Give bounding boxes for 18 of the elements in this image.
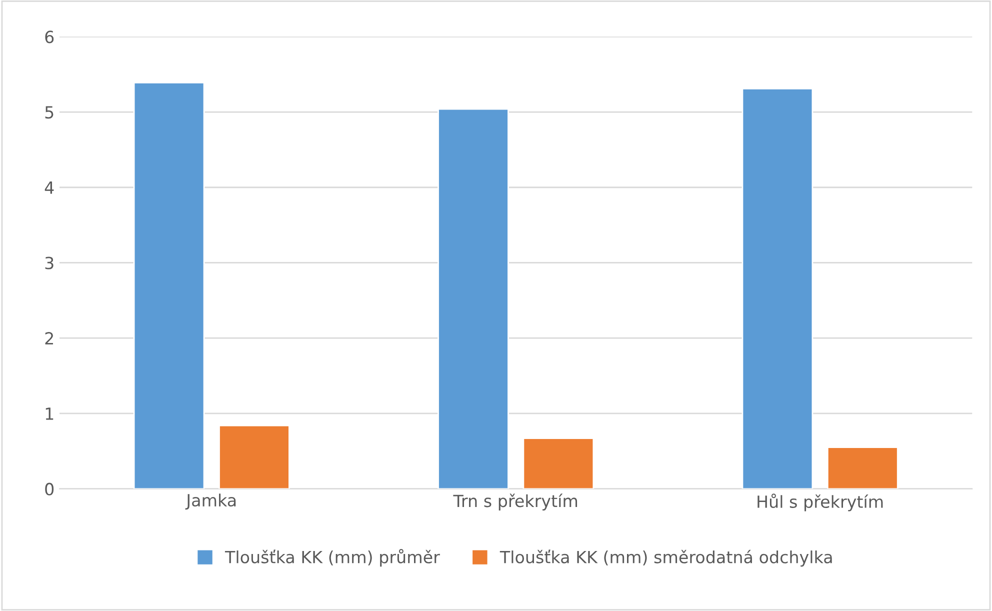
y-tick-label: 5 — [45, 106, 54, 119]
bar — [438, 108, 509, 489]
y-tick-label: 6 — [45, 30, 54, 44]
x-tick-label: Jamka — [185, 494, 236, 510]
y-tick-label: 4 — [44, 182, 54, 194]
y-tick-label: 2 — [45, 332, 53, 344]
bar — [522, 438, 594, 489]
bar — [218, 424, 290, 489]
x-tick-label: Hůl s překrytím — [758, 494, 883, 512]
bar — [826, 446, 898, 489]
x-tick-label: Trn s překrytím — [453, 494, 578, 510]
bar — [133, 82, 205, 489]
bar — [742, 88, 814, 489]
y-tick-label: 3 — [45, 256, 54, 270]
legend-label: Tloušťka KK (mm) směrodatná odchylka — [500, 550, 832, 567]
legend-label: Tloušťka KK (mm) průměr — [224, 549, 440, 567]
y-tick-label: 0 — [45, 482, 54, 496]
y-tick-label: 1 — [46, 408, 54, 420]
